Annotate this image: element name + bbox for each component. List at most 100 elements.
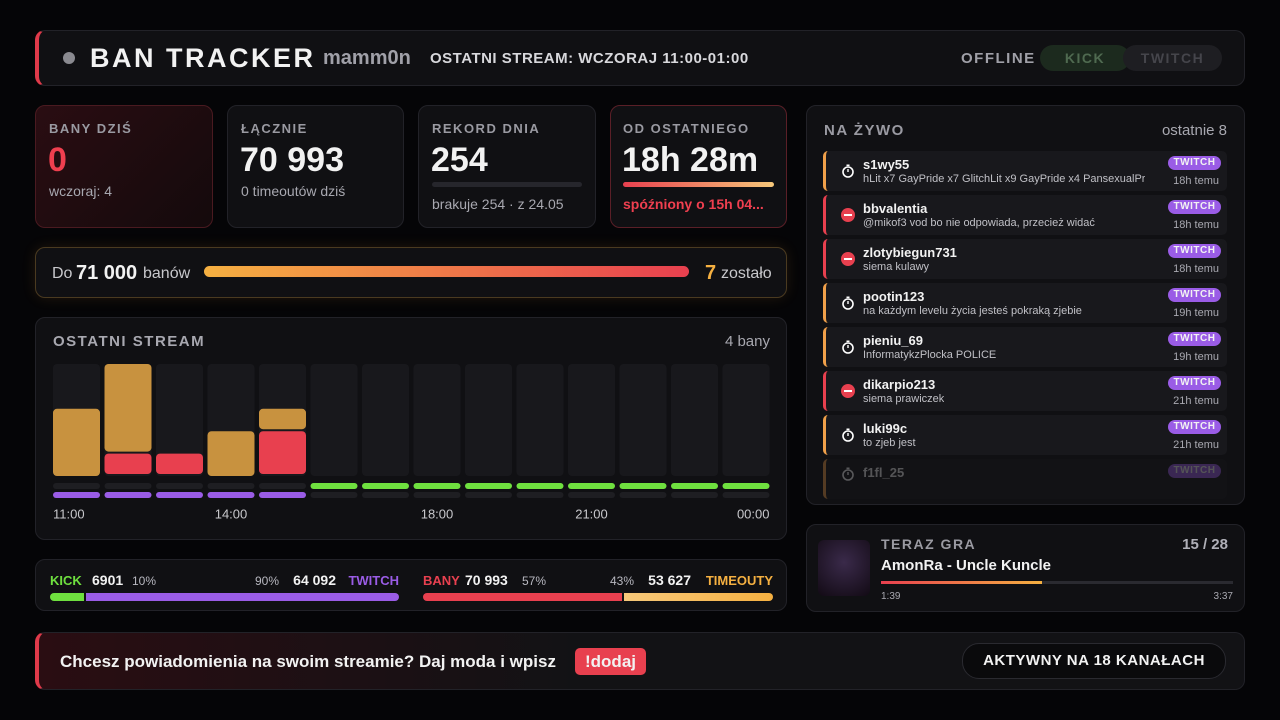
kick-pill: KICK <box>1040 45 1130 71</box>
twitch-pill: TWITCH <box>1123 45 1222 71</box>
split-share: 10% <box>132 574 157 588</box>
entry-platform: TWITCH <box>1168 420 1221 434</box>
live-title: NA ŻYWO <box>824 122 905 139</box>
twitch-indicator <box>207 492 255 498</box>
timeout-bar <box>53 408 100 476</box>
stat-value: 18h 28m <box>622 141 759 179</box>
np-track-bar <box>881 581 1233 584</box>
entry-icon <box>842 164 854 178</box>
kick-indicator <box>619 483 667 489</box>
column-bg <box>465 364 512 476</box>
entry-icon <box>842 296 854 310</box>
stat-sub: wczoraj: 4 <box>49 183 113 199</box>
entry-time: 18h temu <box>1173 219 1219 231</box>
live-entry: f1fl_25 TWITCH <box>823 459 1227 499</box>
x-tick-label: 11:00 <box>53 506 85 521</box>
timeout-bar <box>207 431 255 476</box>
x-tick-label: 18:00 <box>421 506 454 521</box>
kick-indicator <box>104 483 152 489</box>
entry-name: zlotybiegun731 <box>863 245 957 260</box>
stat-sub: 0 timeoutów dziś <box>241 183 346 199</box>
stat-card <box>418 105 596 228</box>
status-dot <box>63 52 75 64</box>
entry-message: to zjeb jest <box>863 438 916 449</box>
kick-indicator <box>568 483 615 489</box>
np-progress <box>881 581 1042 584</box>
entry-platform: TWITCH <box>1168 200 1221 214</box>
kick-indicator <box>53 483 100 489</box>
ban-bar <box>104 453 152 474</box>
entry-time: 21h temu <box>1173 395 1219 407</box>
status: OFFLINE <box>961 50 1036 67</box>
twitch-indicator <box>568 492 615 498</box>
timeout-icon <box>842 298 854 310</box>
entry-platform: TWITCH <box>1168 464 1221 478</box>
twitch-indicator <box>516 492 564 498</box>
twitch-indicator <box>310 492 358 498</box>
split-share: 57% <box>522 574 547 588</box>
x-tick-label: 00:00 <box>737 506 770 521</box>
stat-label: OD OSTATNIEGO <box>623 121 750 136</box>
column-bg <box>310 364 358 476</box>
timeout-icon-top <box>846 428 850 431</box>
entry-icon <box>842 467 854 481</box>
split-label: KICK <box>50 573 82 588</box>
entry-message: @mikof3 vod bo nie odpowiada, przecież w… <box>863 218 1095 229</box>
split-value: 6901 <box>92 572 124 588</box>
split-share: 43% <box>609 574 634 588</box>
live-entry: pieniu_69 InformatykzPlocka POLICE TWITCH 1… <box>823 327 1227 367</box>
split-label: TIMEOUTY <box>705 573 773 588</box>
np-label: TERAZ GRA <box>881 536 977 552</box>
entry-name: luki99c <box>863 421 908 436</box>
stat-label: BANY DZIŚ <box>49 121 133 136</box>
entry-message: na każdym levelu życia jesteś pokraką zj… <box>863 306 1082 317</box>
split-share: 90% <box>254 574 279 588</box>
stat-sub: brakuje 254 · z 24.05 <box>432 196 564 212</box>
kick-indicator <box>362 483 409 489</box>
live-entry: zlotybiegun731 siema kulawy TWITCH 18h temu <box>823 239 1227 279</box>
entry-name: pieniu_69 <box>863 333 923 348</box>
record-track <box>432 182 582 187</box>
live-entry: s1wy55 hLit x7 GayPride x7 GlitchLit x9 G… <box>823 151 1227 191</box>
entry-name: dikarpio213 <box>863 377 936 392</box>
column-bg <box>156 364 203 476</box>
entry-icon <box>841 208 855 222</box>
ban-bar <box>259 431 306 474</box>
timeout-bar <box>104 364 152 452</box>
entry-time: 18h temu <box>1173 175 1219 187</box>
twitch-indicator <box>671 492 718 498</box>
chart-total: 4 bany <box>725 333 771 350</box>
kick-indicator <box>671 483 718 489</box>
stat-card <box>227 105 404 228</box>
live-entry: luki99c to zjeb jest TWITCH 21h temu <box>823 415 1227 455</box>
stat-value: 70 993 <box>240 141 344 179</box>
live-entry: bbvalentia @mikof3 vod bo nie odpowiada, … <box>823 195 1227 235</box>
kick-indicator <box>207 483 255 489</box>
column-bg <box>413 364 461 476</box>
entry-name: s1wy55 <box>863 157 910 172</box>
entry-message: InformatykzPlocka POLICE <box>863 350 997 361</box>
twitch-indicator <box>53 492 100 498</box>
entry-platform: TWITCH <box>1168 244 1221 258</box>
twitch-indicator <box>722 492 770 498</box>
split-label: BANY <box>423 573 460 588</box>
kick-indicator <box>259 483 306 489</box>
timeout-icon-top <box>846 340 850 343</box>
entry-icon <box>842 340 854 354</box>
ban-icon-bar <box>844 390 852 392</box>
split-value: 64 092 <box>293 572 336 588</box>
entry-platform: TWITCH <box>1168 156 1221 170</box>
goal-track <box>204 266 689 277</box>
goal-remaining: 7 <box>705 262 717 284</box>
footer-command: !dodaj <box>575 648 646 675</box>
ban-icon-bar <box>844 214 852 216</box>
entry-message: siema prawiczek <box>863 394 945 405</box>
column-bg <box>619 364 667 476</box>
timeout-icon-top <box>846 296 850 299</box>
split-left-bar <box>423 593 622 601</box>
kick-indicator <box>516 483 564 489</box>
np-track: AmonRa - Uncle Kuncle <box>881 557 1052 574</box>
split-right-bar <box>85 593 399 601</box>
since-bar <box>623 182 774 187</box>
chart-title: OSTATNI STREAM <box>53 333 205 350</box>
